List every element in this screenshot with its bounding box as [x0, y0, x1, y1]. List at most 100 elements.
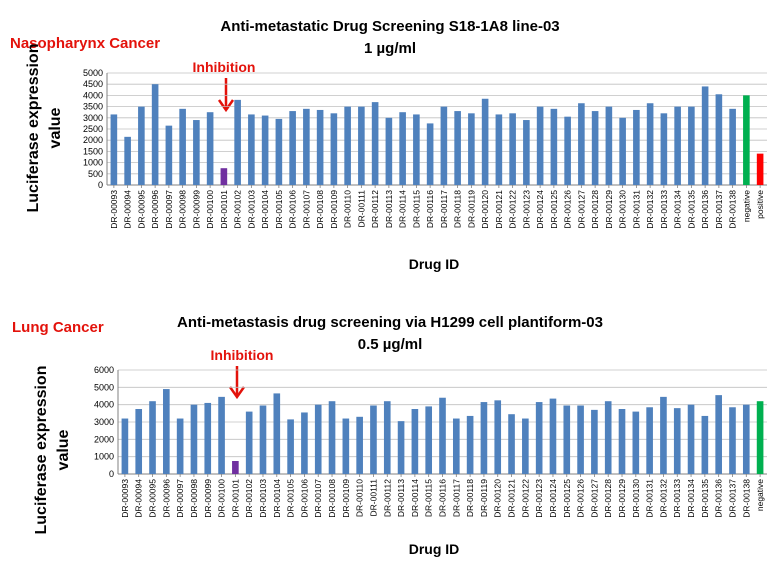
- chart-1-bar-dr-00098: [179, 108, 186, 185]
- chart-2-subtitle: 0.5 µg/ml: [358, 336, 423, 353]
- chart-1-bar-dr-00113: [385, 117, 393, 185]
- chart-1-category-label: DR-00125: [549, 190, 559, 229]
- chart-2-bar-dr-00109: [342, 418, 350, 474]
- chart-2-bar-dr-00102: [245, 411, 253, 474]
- chart-1-category-label: DR-00100: [205, 190, 215, 229]
- chart-2-category-label: DR-00099: [203, 479, 213, 518]
- chart-2-bar-dr-00112: [383, 401, 391, 474]
- chart-1-bar-dr-00137: [715, 94, 723, 185]
- chart-2-category-label: DR-00100: [217, 479, 227, 518]
- chart-1-annotation-arrow: [217, 78, 235, 113]
- chart-2-category-label: DR-00137: [727, 479, 737, 518]
- chart-1-category-label: DR-00115: [411, 190, 421, 228]
- chart-1-bar-dr-00124: [536, 106, 544, 185]
- chart-1-category-label: DR-00131: [631, 190, 641, 229]
- chart-1-category-label: DR-00099: [191, 190, 201, 229]
- chart-1-category-label: DR-00124: [535, 190, 545, 229]
- chart-2-bar-dr-00095: [149, 401, 156, 474]
- chart-2-bar-dr-00118: [466, 415, 474, 474]
- chart-2-bar-dr-00116: [439, 397, 446, 474]
- chart-2-ytick: 4000: [94, 400, 114, 410]
- chart-2-bar-negative: [756, 401, 764, 474]
- chart-2-category-label: negative: [755, 479, 765, 511]
- chart-1-bar-dr-00136: [701, 86, 709, 185]
- chart-1-ytick: 4000: [83, 90, 103, 100]
- chart-2-ytick: 1000: [94, 452, 114, 462]
- chart-2-bar-dr-00093: [121, 418, 129, 474]
- chart-1-ytick: 0: [98, 180, 103, 190]
- chart-1-bar-positive: [756, 153, 764, 185]
- chart-2-ytick: 2000: [94, 434, 114, 444]
- chart-1-category-label: negative: [741, 190, 751, 222]
- chart-1-category-label: DR-00116: [425, 190, 435, 228]
- chart-2-category-label: DR-00108: [327, 479, 337, 518]
- chart-2-category-label: DR-00112: [382, 479, 392, 517]
- chart-1-category-label: DR-00105: [274, 190, 284, 229]
- chart-2-category-label: DR-00103: [258, 479, 268, 518]
- chart-1-ytick: 500: [88, 169, 103, 179]
- chart-2-category-label: DR-00122: [520, 479, 530, 518]
- chart-2-category-label: DR-00116: [438, 479, 448, 517]
- chart-1-bar-dr-00107: [303, 108, 310, 185]
- chart-2-bar-dr-00121: [508, 414, 515, 474]
- chart-2-category-label: DR-00105: [286, 479, 296, 518]
- chart-1-category-label: DR-00127: [576, 190, 586, 229]
- chart-1-bar-dr-00096: [151, 84, 159, 185]
- chart-1-category-label: DR-00133: [659, 190, 669, 229]
- chart-2-bar-dr-00119: [480, 402, 488, 474]
- chart-1-bar-dr-00103: [248, 114, 255, 185]
- chart-1-ytick: 2000: [83, 135, 103, 145]
- chart-2-category-label: DR-00136: [714, 479, 724, 518]
- chart-1-category-label: DR-00118: [453, 190, 463, 228]
- chart-2-bar-dr-00117: [452, 418, 460, 474]
- chart-2-bar-dr-00099: [204, 402, 212, 474]
- chart-1-bar-dr-00108: [316, 109, 324, 185]
- chart-1-bar-dr-00134: [674, 106, 681, 185]
- chart-1-ytick: 2500: [83, 124, 103, 134]
- chart-2-bar-dr-00110: [356, 416, 363, 474]
- chart-1-category-label: DR-00094: [123, 190, 133, 229]
- chart-1-bar-dr-00099: [193, 120, 200, 185]
- chart-2-category-label: DR-00133: [672, 479, 682, 518]
- chart-2-category-label: DR-00123: [534, 479, 544, 518]
- chart-2-ylabel-line1: Luciferase expression: [33, 366, 50, 535]
- chart-1-bar-dr-00106: [289, 111, 296, 185]
- chart-1-category-label: DR-00101: [219, 190, 229, 229]
- chart-1-bar-dr-00115: [413, 114, 420, 185]
- chart-2-category-label: DR-00096: [161, 479, 171, 518]
- chart-2-bar-dr-00106: [301, 412, 308, 474]
- chart-1-category-label: DR-00132: [645, 190, 655, 229]
- chart-2-category-label: DR-00113: [396, 479, 406, 517]
- chart-1-ylabel-line2: value: [47, 107, 64, 148]
- chart-1-subtitle: 1 µg/ml: [364, 40, 416, 57]
- chart-1-bar-dr-00114: [399, 112, 406, 185]
- chart-2-category-label: DR-00102: [244, 479, 254, 518]
- chart-2-category-label: DR-00095: [148, 479, 158, 518]
- chart-1-category-label: positive: [755, 190, 765, 219]
- chart-2-ylabel-line2: value: [55, 429, 72, 470]
- chart-2-bar-dr-00122: [522, 418, 529, 474]
- chart-2-bar-dr-00120: [494, 400, 502, 474]
- chart-1-ylabel-line1: Luciferase expression: [25, 44, 42, 213]
- chart-1-category-label: DR-00126: [563, 190, 573, 229]
- chart-2-bar-dr-00126: [577, 405, 584, 474]
- chart-1-bar-dr-00117: [440, 106, 448, 185]
- chart-2-category-label: DR-00104: [272, 479, 282, 518]
- chart-1-bar-dr-00135: [688, 106, 695, 185]
- chart-2-category-label: DR-00115: [424, 479, 434, 517]
- chart-1-category-label: DR-00138: [728, 190, 738, 229]
- chart-2-category-label: DR-00094: [134, 479, 144, 518]
- chart-2-bar-dr-00097: [176, 418, 184, 474]
- chart-1-category-label: DR-00135: [686, 190, 696, 229]
- chart-1-xlabel: Drug ID: [409, 256, 460, 272]
- chart-1-bar-dr-00093: [110, 114, 118, 185]
- chart-2-annotation: Inhibition: [211, 347, 274, 363]
- chart-1-category-label: DR-00098: [178, 190, 188, 229]
- chart-2-bar-dr-00104: [273, 393, 281, 474]
- chart-2-bar-dr-00113: [397, 421, 405, 474]
- chart-1-category-label: DR-00120: [480, 190, 490, 229]
- chart-1-bar-dr-00125: [550, 108, 558, 185]
- chart-2-bar-dr-00098: [190, 404, 198, 474]
- chart-1-bar-dr-00119: [468, 113, 475, 185]
